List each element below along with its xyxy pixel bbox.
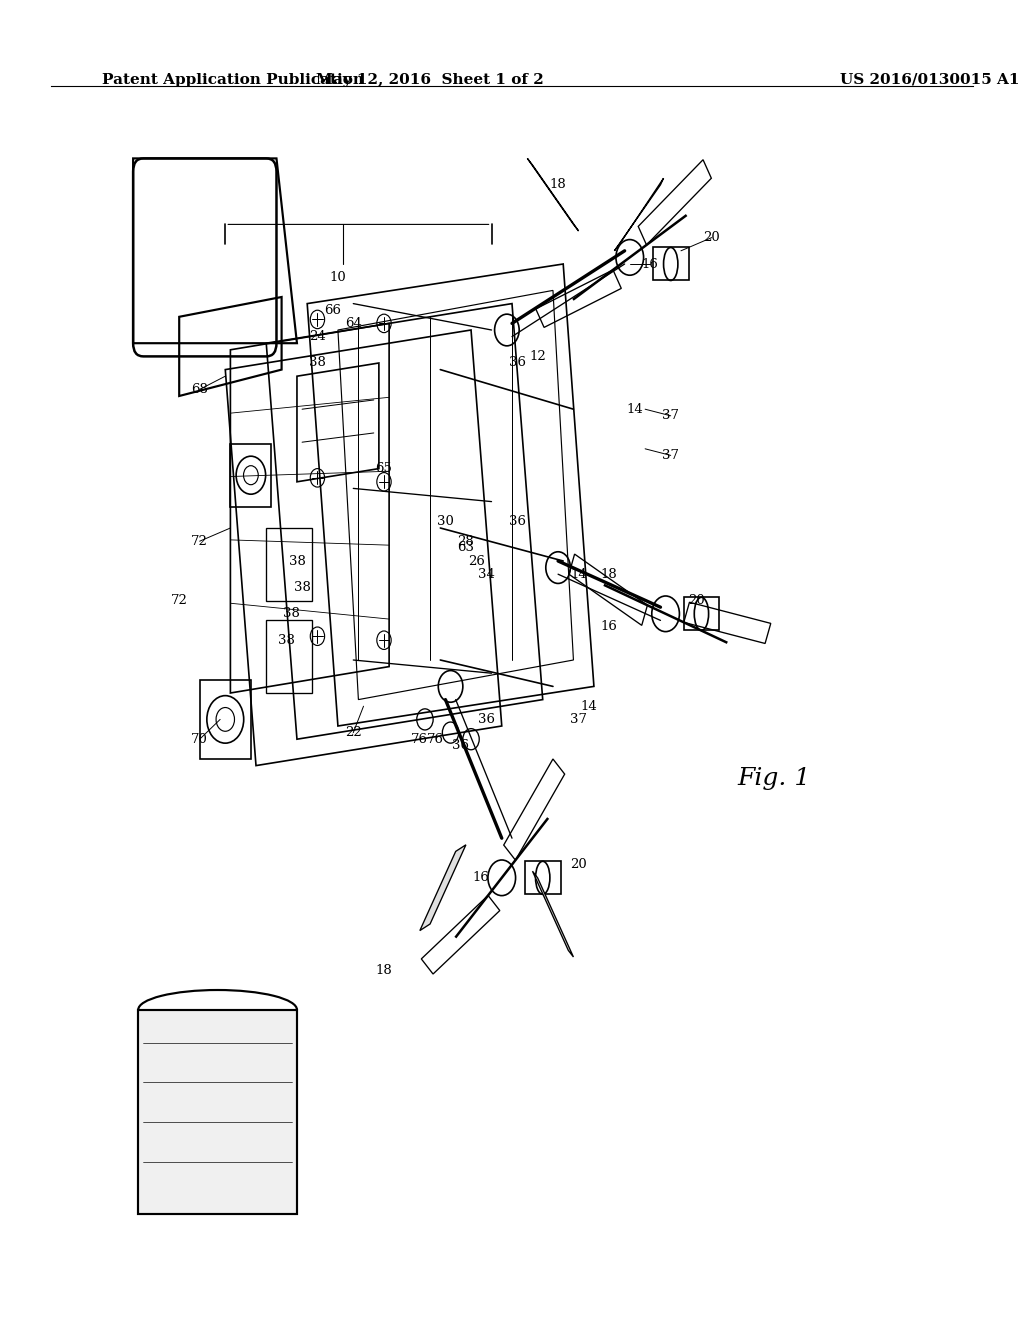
Text: 22: 22	[345, 726, 361, 739]
Text: 24: 24	[309, 330, 326, 343]
Text: 34: 34	[478, 568, 495, 581]
Polygon shape	[527, 158, 579, 231]
Text: 16: 16	[601, 620, 617, 634]
Text: 10: 10	[330, 271, 346, 284]
Text: 38: 38	[309, 356, 326, 370]
Text: 37: 37	[663, 409, 679, 422]
Text: 16: 16	[473, 871, 489, 884]
Text: 72: 72	[191, 535, 208, 548]
Text: 66: 66	[325, 304, 341, 317]
Text: 18: 18	[376, 964, 392, 977]
Text: 38: 38	[279, 634, 295, 647]
Text: 72: 72	[171, 594, 187, 607]
Text: 12: 12	[529, 350, 546, 363]
Text: 14: 14	[581, 700, 597, 713]
Text: 65: 65	[376, 462, 392, 475]
Bar	[653, 247, 689, 280]
Text: 68: 68	[191, 383, 208, 396]
Polygon shape	[614, 178, 664, 251]
Text: 18: 18	[601, 568, 617, 581]
Text: 36: 36	[509, 515, 525, 528]
Text: 18: 18	[550, 178, 566, 191]
Text: 64: 64	[345, 317, 361, 330]
Text: 70: 70	[191, 733, 208, 746]
Text: 26: 26	[468, 554, 484, 568]
Text: 20: 20	[703, 231, 720, 244]
Text: 20: 20	[688, 594, 705, 607]
Polygon shape	[532, 871, 573, 957]
Text: 16: 16	[642, 257, 658, 271]
Bar	[525, 861, 561, 895]
Text: May 12, 2016  Sheet 1 of 2: May 12, 2016 Sheet 1 of 2	[316, 73, 544, 87]
Text: 38: 38	[284, 607, 300, 620]
Text: 37: 37	[663, 449, 679, 462]
Text: 14: 14	[570, 568, 587, 581]
Text: US 2016/0130015 A1: US 2016/0130015 A1	[840, 73, 1019, 87]
Text: 38: 38	[289, 554, 305, 568]
Text: 76: 76	[412, 733, 428, 746]
Text: Fig. 1: Fig. 1	[737, 767, 811, 791]
Text: 30: 30	[437, 515, 454, 528]
Text: 63: 63	[458, 541, 474, 554]
Text: 36: 36	[453, 739, 469, 752]
Text: 28: 28	[458, 535, 474, 548]
Text: 37: 37	[570, 713, 587, 726]
Text: 20: 20	[570, 858, 587, 871]
Bar	[200, 680, 251, 759]
Bar	[230, 444, 271, 507]
Text: 38: 38	[294, 581, 310, 594]
Text: 36: 36	[478, 713, 495, 726]
Polygon shape	[420, 845, 466, 931]
Text: 76: 76	[427, 733, 443, 746]
Bar	[684, 597, 720, 630]
Bar	[266, 620, 312, 693]
Polygon shape	[138, 1010, 297, 1214]
Bar	[266, 528, 312, 601]
Text: 36: 36	[509, 356, 525, 370]
Text: Patent Application Publication: Patent Application Publication	[102, 73, 365, 87]
Text: 14: 14	[627, 403, 643, 416]
